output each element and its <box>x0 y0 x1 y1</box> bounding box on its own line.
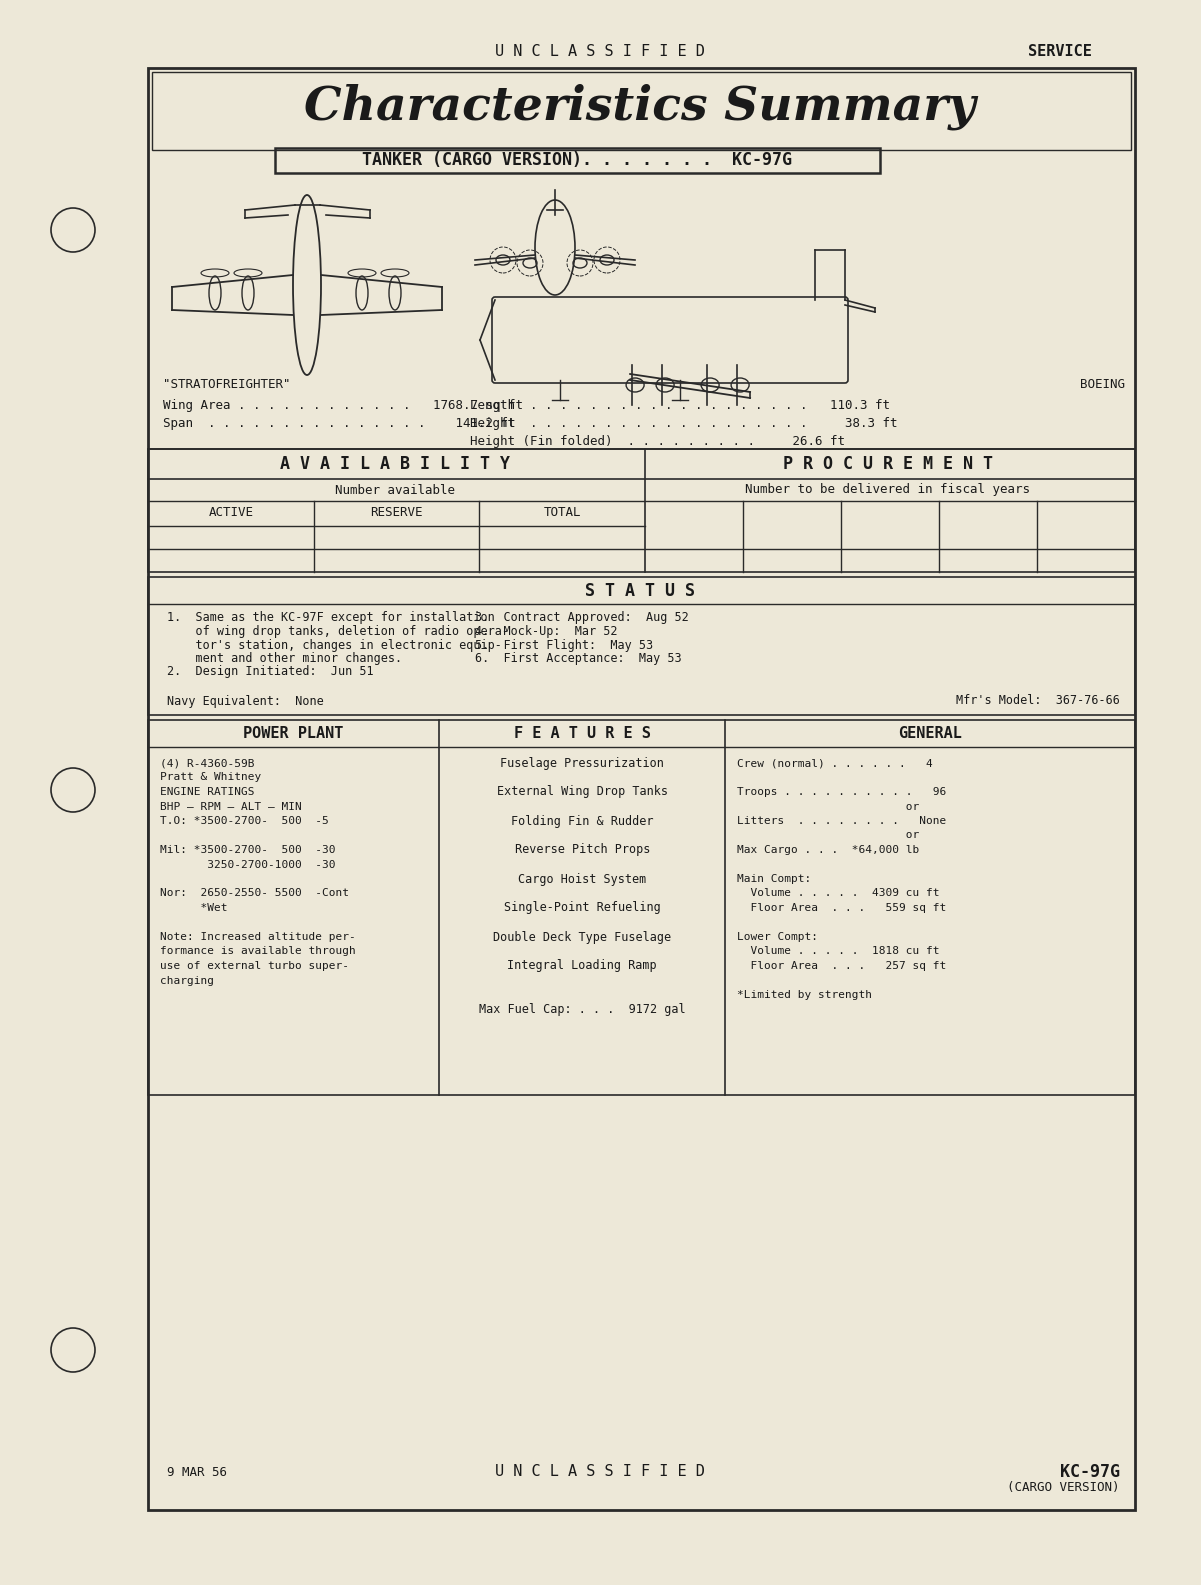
Text: *Wet: *Wet <box>160 903 227 913</box>
Bar <box>275 147 880 173</box>
Bar <box>148 720 1135 1095</box>
Text: RESERVE: RESERVE <box>370 507 423 520</box>
Text: U N C L A S S I F I E D: U N C L A S S I F I E D <box>495 44 705 60</box>
Text: 2.  Design Initiated:  Jun 51: 2. Design Initiated: Jun 51 <box>167 666 374 678</box>
Text: Lower Compt:: Lower Compt: <box>737 932 818 941</box>
Text: Troops . . . . . . . . . .   96: Troops . . . . . . . . . . 96 <box>737 788 946 797</box>
Text: Integral Loading Ramp: Integral Loading Ramp <box>508 959 657 973</box>
Text: A V A I L A B I L I T Y: A V A I L A B I L I T Y <box>280 455 510 472</box>
Text: Note: Increased altitude per-: Note: Increased altitude per- <box>160 932 355 941</box>
Text: Navy Equivalent:  None: Navy Equivalent: None <box>167 694 324 707</box>
Text: S T A T U S: S T A T U S <box>585 582 695 601</box>
Text: Mfr's Model:  367-76-66: Mfr's Model: 367-76-66 <box>956 694 1121 707</box>
Text: 1.  Same as the KC-97F except for installation: 1. Same as the KC-97F except for install… <box>167 612 495 624</box>
Text: Cargo Hoist System: Cargo Hoist System <box>518 872 646 886</box>
Text: ENGINE RATINGS: ENGINE RATINGS <box>160 788 255 797</box>
Text: use of external turbo super-: use of external turbo super- <box>160 961 349 972</box>
Circle shape <box>50 208 95 252</box>
Text: 6.  First Acceptance:  May 53: 6. First Acceptance: May 53 <box>476 651 682 666</box>
Text: BOEING: BOEING <box>1080 379 1125 391</box>
Text: Characteristics Summary: Characteristics Summary <box>304 84 975 130</box>
Text: Mil: *3500-2700-  500  -30: Mil: *3500-2700- 500 -30 <box>160 845 335 854</box>
Text: Double Deck Type Fuselage: Double Deck Type Fuselage <box>494 930 671 943</box>
Text: SERVICE: SERVICE <box>1028 44 1092 60</box>
Text: Crew (normal) . . . . . .   4: Crew (normal) . . . . . . 4 <box>737 758 933 769</box>
Text: TOTAL: TOTAL <box>543 507 581 520</box>
Text: (4) R-4360-59B: (4) R-4360-59B <box>160 758 255 769</box>
Text: Height (Fin folded)  . . . . . . . . .     26.6 ft: Height (Fin folded) . . . . . . . . . 26… <box>470 434 846 447</box>
Circle shape <box>50 769 95 812</box>
Text: F E A T U R E S: F E A T U R E S <box>514 726 651 742</box>
Text: or: or <box>737 802 920 812</box>
Text: 9 MAR 56: 9 MAR 56 <box>167 1466 227 1479</box>
Text: ment and other minor changes.: ment and other minor changes. <box>167 651 402 666</box>
Text: TANKER (CARGO VERSION). . . . . . .  KC-97G: TANKER (CARGO VERSION). . . . . . . KC-9… <box>362 151 791 170</box>
Text: Height  . . . . . . . . . . . . . . . . . . .     38.3 ft: Height . . . . . . . . . . . . . . . . .… <box>470 417 897 430</box>
Text: T.O: *3500-2700-  500  -5: T.O: *3500-2700- 500 -5 <box>160 816 329 826</box>
Text: 5.  First Flight:  May 53: 5. First Flight: May 53 <box>476 639 653 651</box>
Text: Single-Point Refueling: Single-Point Refueling <box>504 902 661 915</box>
Text: Span  . . . . . . . . . . . . . . .    141.2 ft: Span . . . . . . . . . . . . . . . 141.2… <box>163 417 515 430</box>
Text: Number available: Number available <box>335 483 455 496</box>
Text: Number to be delivered in fiscal years: Number to be delivered in fiscal years <box>746 483 1030 496</box>
Bar <box>148 577 1135 715</box>
Text: Litters  . . . . . . . .   None: Litters . . . . . . . . None <box>737 816 946 826</box>
Circle shape <box>50 1328 95 1373</box>
Text: P R O C U R E M E N T: P R O C U R E M E N T <box>783 455 993 472</box>
Text: Floor Area  . . .   257 sq ft: Floor Area . . . 257 sq ft <box>737 961 946 972</box>
Bar <box>153 71 1131 151</box>
Text: Folding Fin & Rudder: Folding Fin & Rudder <box>512 815 653 827</box>
Text: 3250-2700-1000  -30: 3250-2700-1000 -30 <box>160 859 335 870</box>
Text: Volume . . . . .  4309 cu ft: Volume . . . . . 4309 cu ft <box>737 889 940 899</box>
Text: of wing drop tanks, deletion of radio opera-: of wing drop tanks, deletion of radio op… <box>167 624 509 639</box>
Text: ACTIVE: ACTIVE <box>208 507 253 520</box>
Text: GENERAL: GENERAL <box>898 726 962 742</box>
Text: 3.  Contract Approved:  Aug 52: 3. Contract Approved: Aug 52 <box>476 612 688 624</box>
Text: U N C L A S S I F I E D: U N C L A S S I F I E D <box>495 1465 705 1479</box>
Text: Fuselage Pressurization: Fuselage Pressurization <box>501 756 664 769</box>
Text: KC-97G: KC-97G <box>1060 1463 1121 1480</box>
Text: Floor Area  . . .   559 sq ft: Floor Area . . . 559 sq ft <box>737 903 946 913</box>
Text: (CARGO VERSION): (CARGO VERSION) <box>1008 1482 1121 1495</box>
Bar <box>148 449 1135 572</box>
Text: charging: charging <box>160 975 214 986</box>
Text: Reverse Pitch Props: Reverse Pitch Props <box>514 843 650 856</box>
Text: Nor:  2650-2550- 5500  -Cont: Nor: 2650-2550- 5500 -Cont <box>160 889 349 899</box>
Text: Volume . . . . .  1818 cu ft: Volume . . . . . 1818 cu ft <box>737 946 940 956</box>
Text: "STRATOFREIGHTER": "STRATOFREIGHTER" <box>163 379 291 391</box>
Text: *Limited by strength: *Limited by strength <box>737 991 872 1000</box>
Text: Main Compt:: Main Compt: <box>737 873 812 884</box>
Text: BHP – RPM – ALT – MIN: BHP – RPM – ALT – MIN <box>160 802 301 812</box>
Text: POWER PLANT: POWER PLANT <box>244 726 343 742</box>
Text: External Wing Drop Tanks: External Wing Drop Tanks <box>497 786 668 799</box>
Text: Pratt & Whitney: Pratt & Whitney <box>160 772 262 783</box>
Text: 4.  Mock-Up:  Mar 52: 4. Mock-Up: Mar 52 <box>476 624 617 639</box>
Text: Length  . . . . . . . . . . . . . . . . . . .   110.3 ft: Length . . . . . . . . . . . . . . . . .… <box>470 398 890 412</box>
Text: Wing Area . . . . . . . . . . . .   1768.7 sq ft: Wing Area . . . . . . . . . . . . 1768.7… <box>163 398 522 412</box>
Text: or: or <box>737 831 920 840</box>
Text: formance is available through: formance is available through <box>160 946 355 956</box>
Text: Max Fuel Cap: . . .  9172 gal: Max Fuel Cap: . . . 9172 gal <box>479 1003 686 1016</box>
Text: Max Cargo . . .  *64,000 lb: Max Cargo . . . *64,000 lb <box>737 845 920 854</box>
Bar <box>148 68 1135 1511</box>
Text: tor's station, changes in electronic equip-: tor's station, changes in electronic equ… <box>167 639 502 651</box>
